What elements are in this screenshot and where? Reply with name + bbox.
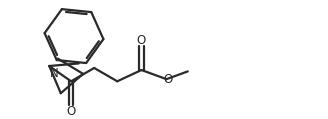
Text: O: O [137, 34, 146, 47]
Text: O: O [163, 73, 173, 86]
Text: O: O [67, 105, 76, 118]
Text: N: N [50, 67, 58, 80]
